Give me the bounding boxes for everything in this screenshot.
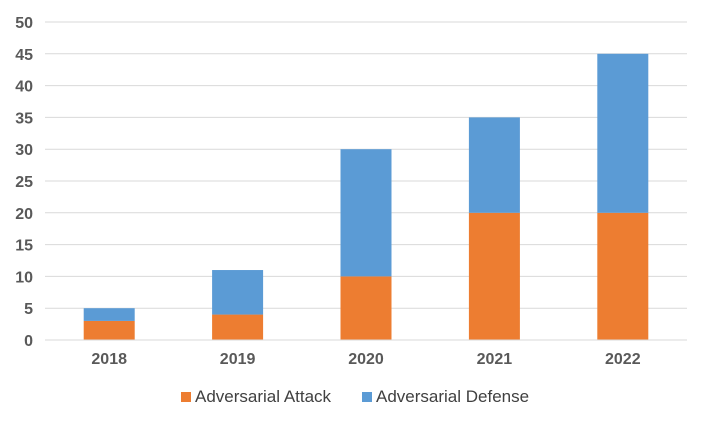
y-tick-label: 15: [15, 238, 33, 255]
bar-adversarial-defense-2019: [212, 270, 264, 315]
bar-adversarial-attack-2018: [83, 320, 135, 340]
bar-adversarial-defense-2018: [83, 308, 135, 321]
x-tick-label: 2021: [477, 351, 513, 368]
x-tick-label: 2022: [605, 351, 641, 368]
y-tick-label: 40: [15, 79, 33, 96]
legend-label-adversarial-defense: Adversarial Defense: [376, 387, 529, 406]
legend-swatch-adversarial-attack: [181, 392, 191, 402]
legend: Adversarial Attack Adversarial Defense: [181, 387, 529, 406]
y-tick-label: 5: [24, 301, 33, 318]
y-tick-label: 35: [15, 110, 33, 127]
y-axis-ticks: 0 5 10 15 20 25 30 35 40 45 50: [15, 15, 33, 350]
x-axis-ticks: 2018 2019 2020 2021 2022: [91, 351, 640, 368]
bar-adversarial-attack-2020: [340, 276, 392, 340]
y-tick-label: 20: [15, 206, 33, 223]
y-tick-label: 25: [15, 174, 33, 191]
bar-adversarial-defense-2021: [468, 117, 520, 213]
bar-adversarial-attack-2022: [597, 212, 649, 340]
x-tick-label: 2018: [91, 351, 127, 368]
legend-swatch-adversarial-defense: [362, 392, 372, 402]
bars: [83, 53, 649, 340]
y-tick-label: 30: [15, 142, 33, 159]
y-tick-label: 45: [15, 47, 33, 64]
y-tick-label: 10: [15, 269, 33, 286]
x-tick-label: 2020: [348, 351, 384, 368]
bar-adversarial-defense-2020: [340, 149, 392, 277]
y-tick-label: 50: [15, 15, 33, 32]
x-tick-label: 2019: [220, 351, 256, 368]
y-tick-label: 0: [24, 333, 33, 350]
bar-adversarial-defense-2022: [597, 53, 649, 213]
legend-label-adversarial-attack: Adversarial Attack: [195, 387, 332, 406]
bar-adversarial-attack-2019: [212, 314, 264, 340]
bar-adversarial-attack-2021: [468, 212, 520, 340]
